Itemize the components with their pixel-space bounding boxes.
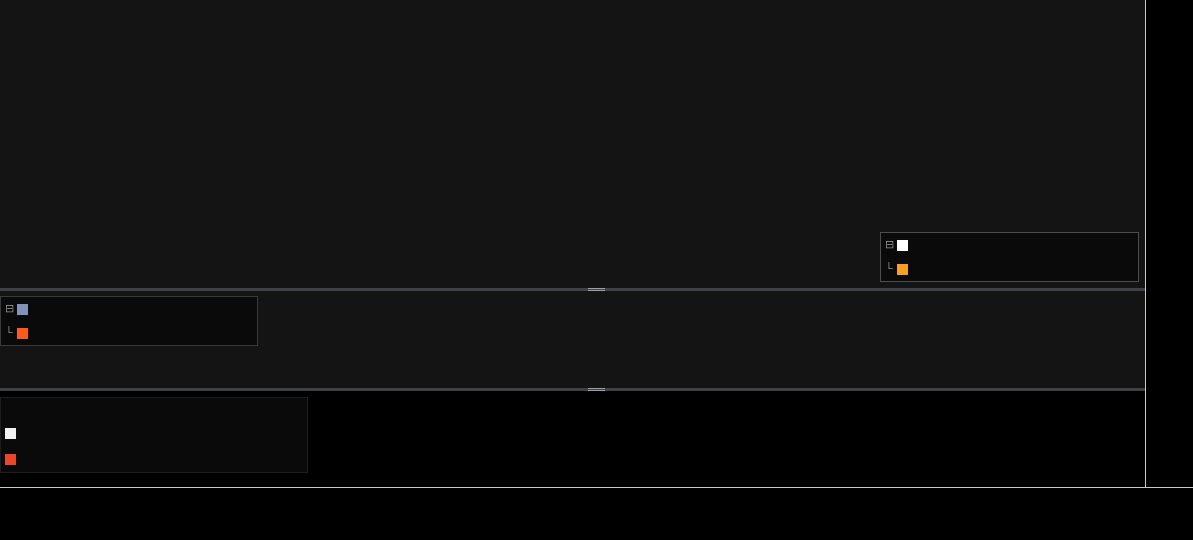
- separator-grip-icon[interactable]: [588, 388, 605, 391]
- axis-line-horizontal: [0, 487, 1193, 488]
- legend-row-daily-accum-vol[interactable]: [1, 420, 307, 446]
- legend-row-close[interactable]: └: [881, 257, 1138, 281]
- price-legend: ⊟ └: [880, 232, 1139, 282]
- legend-tree-icon: └: [5, 326, 13, 339]
- last-price-swatch-icon: [897, 239, 908, 251]
- legend-row-daily-accum-avg-vol[interactable]: [1, 446, 307, 472]
- axis-line-vertical: [1145, 0, 1146, 487]
- separator-grip-icon[interactable]: [588, 288, 605, 291]
- price-value-axis[interactable]: [1145, 0, 1193, 487]
- status-bar: [0, 518, 1193, 540]
- volume-swatch-icon: [17, 303, 28, 315]
- accum-vol-swatch-icon: [5, 427, 16, 439]
- accum-legend-title: [1, 398, 307, 420]
- accum-avg-swatch-icon: [5, 453, 16, 465]
- close-swatch-icon: [897, 263, 908, 275]
- legend-expander-icon[interactable]: ⊟: [885, 238, 895, 251]
- accum-legend: [0, 397, 308, 473]
- panel-resize-separator[interactable]: [0, 388, 1193, 391]
- legend-row-last-price[interactable]: ⊟: [881, 233, 1138, 257]
- legend-row-average-at-time[interactable]: └: [1, 321, 257, 345]
- volume-legend: ⊟ └: [0, 296, 258, 346]
- legend-tree-icon: └: [885, 262, 893, 275]
- panel-resize-separator[interactable]: [0, 288, 1193, 291]
- legend-expander-icon[interactable]: ⊟: [5, 302, 15, 315]
- legend-row-volume[interactable]: ⊟: [1, 297, 257, 321]
- time-axis[interactable]: [0, 487, 1193, 520]
- average-swatch-icon: [17, 327, 28, 339]
